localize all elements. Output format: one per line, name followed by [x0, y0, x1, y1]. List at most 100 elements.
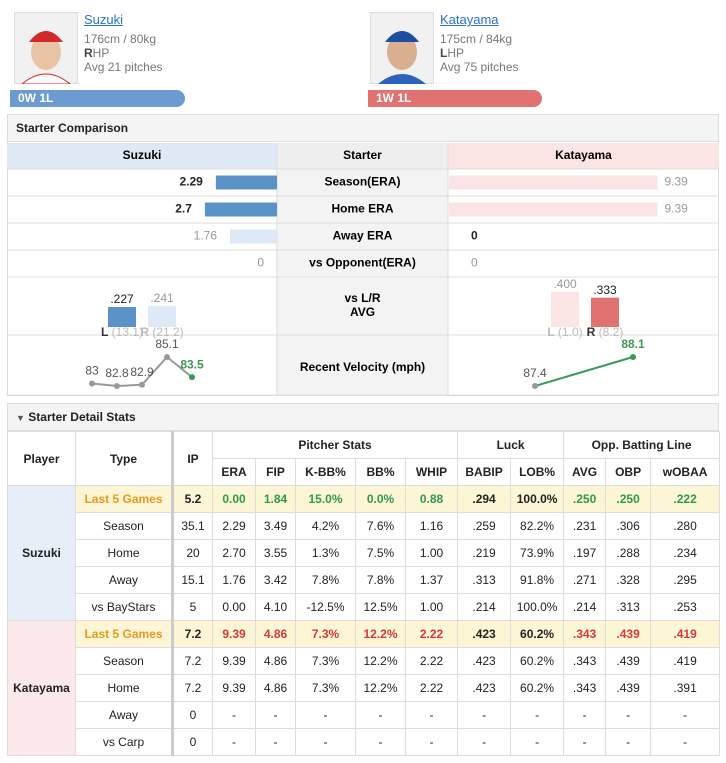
bar [449, 202, 658, 217]
stat-cell: 7.2 [171, 674, 213, 702]
row-label: Home ERA [331, 202, 393, 216]
value-label: 0 [471, 229, 478, 243]
value-label: 1.76 [194, 229, 218, 243]
stat-cell: 2.22 [404, 647, 459, 675]
side: R [587, 325, 596, 339]
stat-cell: 60.2% [510, 620, 565, 648]
velocity-label: 87.4 [523, 366, 547, 380]
header-label: Katayama [555, 148, 612, 162]
header-cell [7, 143, 277, 169]
column-header: Player [7, 431, 76, 486]
stat-cell: 1.84 [255, 485, 296, 513]
stat-cell: 91.8% [510, 566, 565, 594]
stat-cell: .423 [457, 674, 512, 702]
velocity-line [534, 356, 634, 387]
hand-suffix: HP [447, 46, 465, 60]
stat-cell: - [295, 728, 356, 756]
stat-cell: 82.2% [510, 512, 565, 540]
stat-cell: .423 [457, 620, 512, 648]
stat-cell: 4.86 [255, 620, 296, 648]
stat-row: Season 7.2 9.39 4.86 7.3% 12.2% 2.22.423 60.2%.… [8, 647, 721, 675]
stat-cell: - [255, 701, 296, 729]
stat-cell: 9.39 [212, 674, 256, 702]
stat-row: Season 35.1 2.29 3.49 4.2% 7.6% 1.16.259 82.2%.… [8, 512, 721, 540]
value-label: 2.7 [175, 202, 192, 216]
pitcher-photo [370, 12, 434, 84]
value-label: 9.39 [664, 202, 688, 216]
innings: (13.1) [112, 325, 143, 339]
side: L [101, 325, 108, 339]
stat-cell: 2.22 [404, 674, 459, 702]
row-type: Away [75, 566, 173, 594]
pitcher-size: 175cm / 84kg [440, 32, 513, 46]
stat-cell: 0 [171, 701, 213, 729]
pitcher-name[interactable]: Katayama [440, 12, 499, 27]
innings: (8.2) [599, 325, 624, 339]
collapse-icon[interactable]: ▼ [16, 413, 25, 423]
stat-row: vs Carp 0- - - - - - - - - - [8, 728, 721, 756]
row-label: Season(ERA) [324, 175, 400, 189]
column-header: Type [75, 431, 173, 486]
stat-cell: -12.5% [295, 593, 356, 621]
stat-cell: .306 [605, 512, 652, 540]
stat-cell: .328 [605, 566, 652, 594]
velocity-point [189, 374, 195, 381]
stat-cell: .234 [650, 539, 721, 567]
stat-cell: 7.3% [295, 674, 356, 702]
row-type: Season [75, 512, 173, 540]
group-header: Pitcher Stats [211, 431, 459, 459]
stat-cell: 12.2% [355, 674, 406, 702]
stat-cell: 5 [171, 593, 213, 621]
stat-row: Away 15.1 1.76 3.42 7.8% 7.8% 1.37.313 91.8% .27… [8, 566, 721, 594]
stat-cell: - [355, 701, 406, 729]
velocity-label: 85.1 [155, 337, 179, 351]
column-header: wOBAA [650, 458, 721, 486]
stat-cell: - [510, 728, 565, 756]
stat-cell: - [457, 728, 512, 756]
stat-cell: 0 [171, 728, 213, 756]
velocity-point [114, 383, 120, 389]
stat-cell: .253 [650, 593, 721, 621]
stat-cell: 2.29 [212, 512, 256, 540]
stat-cell: 35.1 [171, 512, 213, 540]
column-header: FIP [255, 458, 296, 486]
stat-cell: 7.2 [171, 647, 213, 675]
stat-cell: 2.22 [404, 620, 459, 648]
stat-cell: .288 [605, 539, 652, 567]
header-label: Starter [343, 148, 382, 162]
column-header: ERA [212, 458, 256, 486]
stat-cell: 2.70 [212, 539, 256, 567]
stat-cell: 0.00 [212, 485, 256, 513]
stat-cell: 4.86 [255, 647, 296, 675]
stat-cell: .391 [650, 674, 721, 702]
stat-cell: 9.39 [212, 620, 256, 648]
row-type: vs BayStars [75, 593, 173, 621]
stat-cell: 7.8% [355, 566, 406, 594]
value-label: 9.39 [664, 175, 688, 189]
velocity-label: 83.5 [180, 357, 204, 371]
split-label: L (1.0) [547, 325, 582, 339]
stat-cell: - [563, 728, 607, 756]
stat-cell: - [650, 701, 721, 729]
pitcher-name[interactable]: Suzuki [84, 12, 124, 27]
stat-row: Away 0- - - - - - - - - - [8, 701, 721, 729]
velocity-point [164, 354, 170, 360]
stat-row: Katayama Last 5 Games 7.2 9.39 4.86 7.3% 12.2%… [7, 620, 721, 756]
column-header: LOB% [510, 458, 565, 486]
stat-row: vs BayStars 5 0.00 4.10 -12.5% 12.5% 1.00.214 1… [8, 593, 721, 621]
bar [148, 305, 176, 327]
stat-row: Suzuki Last 5 Games 5.2 0.00 1.84 15.0% 0.0% 0.… [7, 485, 721, 621]
stat-cell: - [563, 701, 607, 729]
row-type: Away [75, 701, 173, 729]
stat-cell: .439 [605, 647, 652, 675]
stat-cell: 3.49 [255, 512, 296, 540]
hand: L [440, 46, 448, 60]
section-header[interactable]: ▼ Starter Detail Stats [7, 403, 719, 431]
row-type: Last 5 Games [75, 620, 173, 648]
split-label: L (13.1) [101, 325, 143, 339]
stat-cell: .295 [650, 566, 721, 594]
stat-cell: .343 [563, 620, 607, 648]
value-label: .400 [553, 277, 577, 291]
stat-row: Home 7.2 9.39 4.86 7.3% 12.2% 2.22.423 60.2% .34… [8, 674, 721, 702]
innings: (21.2) [152, 325, 183, 339]
